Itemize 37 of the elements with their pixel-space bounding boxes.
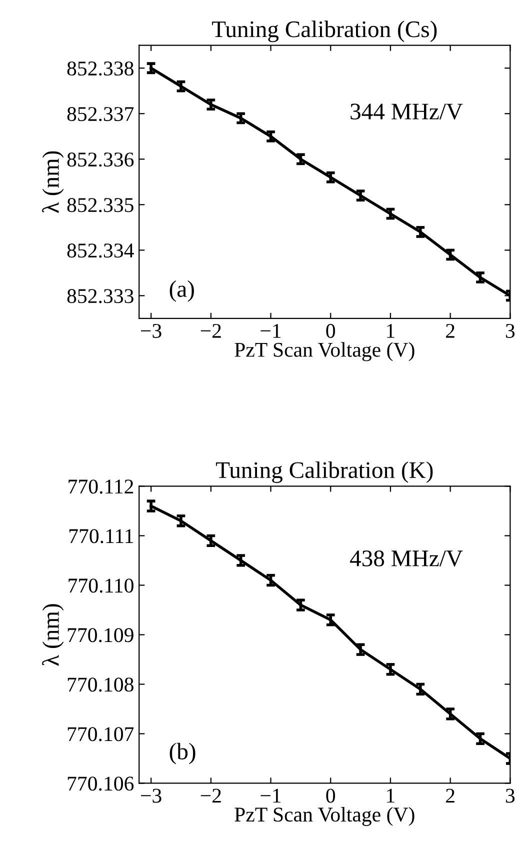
x-tick-label: 3	[506, 324, 515, 338]
y-tick-label: 770.111	[69, 529, 133, 544]
y-axis-title: λ (nm)	[42, 151, 64, 213]
x-tick-label: 0	[326, 324, 336, 338]
x-tick-label: −1	[260, 788, 281, 803]
x-tick-label: −3	[141, 788, 162, 803]
x-tick-label: 3	[506, 788, 515, 803]
y-axis-title: λ (nm)	[42, 604, 64, 666]
x-tick-label: 2	[446, 324, 454, 338]
y-tick-label: 770.108	[68, 678, 134, 692]
annotation: 438 MHz/V	[350, 550, 463, 566]
x-tick-label: −3	[141, 324, 162, 338]
y-tick-label: 770.112	[68, 480, 134, 494]
y-tick-label: 770.110	[68, 578, 134, 593]
x-tick-label: 1	[387, 788, 394, 803]
y-tick-label: 852.336	[67, 152, 134, 167]
annotation: (a)	[170, 280, 194, 302]
annotation: 344 MHz/V	[350, 104, 463, 120]
y-tick-label: 852.335	[67, 198, 134, 212]
x-tick-label: −2	[200, 788, 221, 803]
y-tick-label: 770.107	[68, 727, 134, 742]
x-axis-title: PzT Scan Voltage (V)	[234, 342, 414, 362]
x-axis-title: PzT Scan Voltage (V)	[234, 806, 414, 826]
chart-title: Tuning Calibration (K)	[216, 461, 433, 483]
y-tick-label: 852.334	[67, 244, 134, 258]
y-tick-label: 770.106	[68, 776, 134, 791]
y-tick-label: 852.337	[67, 107, 134, 122]
x-tick-label: −2	[200, 324, 221, 338]
x-tick-label: 0	[326, 788, 336, 803]
chart-title: Tuning Calibration (Cs)	[212, 20, 437, 42]
annotation: (b)	[170, 742, 196, 764]
x-tick-label: −1	[260, 324, 281, 338]
y-tick-label: 770.109	[68, 628, 134, 642]
y-tick-label: 852.333	[67, 289, 134, 304]
x-tick-label: 1	[387, 324, 394, 338]
y-tick-label: 852.338	[67, 61, 134, 76]
x-tick-label: 2	[446, 788, 454, 803]
